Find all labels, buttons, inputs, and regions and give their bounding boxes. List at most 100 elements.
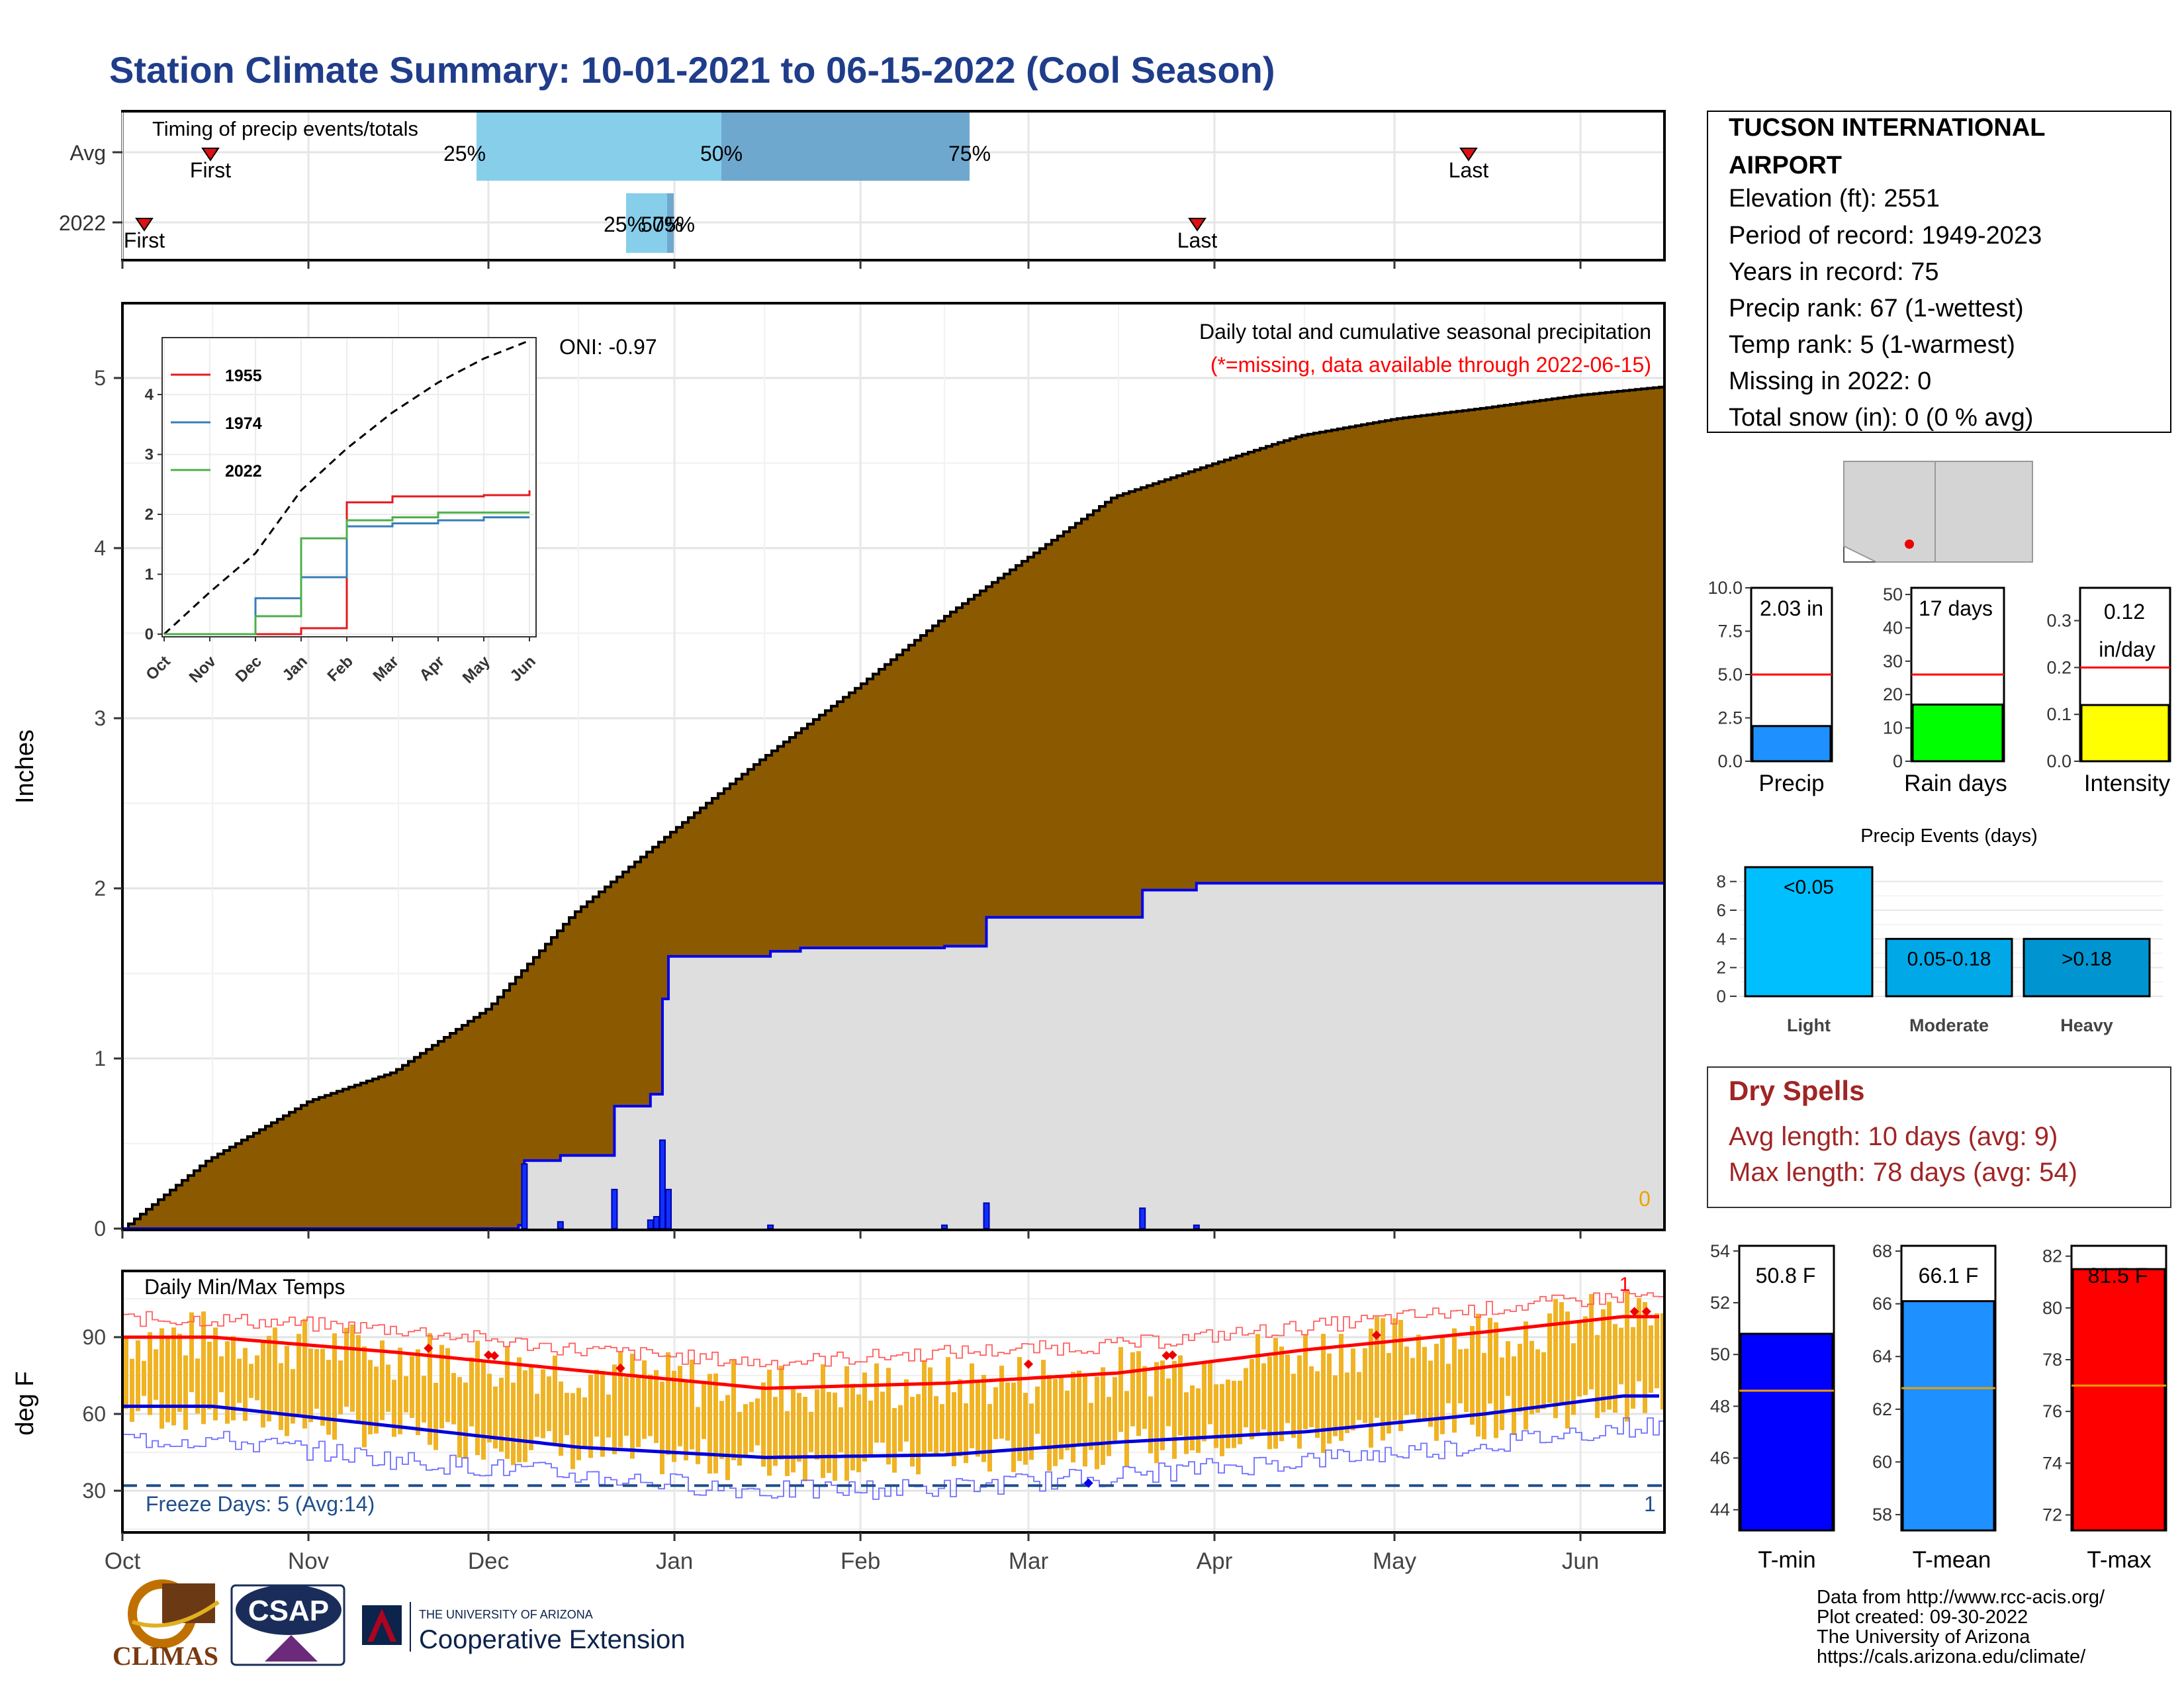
temp-day-bar [1547, 1313, 1552, 1403]
temp-day-bar [1541, 1352, 1546, 1409]
temp-day-bar [1494, 1322, 1498, 1438]
inset-ytick-label: 0 [145, 626, 154, 643]
temp-day-bar [1285, 1354, 1290, 1423]
precip-note1: Daily total and cumulative seasonal prec… [1199, 320, 1651, 344]
timing-avg-50: 50% [700, 142, 743, 165]
temp-day-bar [535, 1393, 539, 1437]
temp-day-bar [886, 1368, 891, 1465]
temp-day-bar [136, 1340, 140, 1411]
precip-mini-value: 2.03 in [1760, 596, 1823, 620]
temp-day-bar [1178, 1355, 1183, 1436]
climas-logo: CLIMAS [113, 1579, 220, 1671]
temp-day-bar [1077, 1370, 1081, 1444]
temp-day-bar [404, 1376, 408, 1413]
temp-day-bar [594, 1370, 599, 1437]
temp-day-bar [386, 1364, 390, 1412]
events-bar-light [1744, 866, 1874, 998]
precip-ytick-label: 2 [94, 876, 106, 900]
temp-day-bar [1619, 1327, 1623, 1385]
temp-day-bar [356, 1335, 361, 1422]
temp-day-bar [1631, 1327, 1635, 1409]
temp-day-bar [1095, 1376, 1099, 1470]
temp-day-bar [797, 1393, 801, 1462]
precip-events-chart: Precip Events (days) <0.05 0.05-0.18 >0.18… [1717, 825, 2164, 1035]
temp-day-bar [296, 1334, 301, 1415]
temp-day-bar [791, 1388, 796, 1473]
temp-day-bar [207, 1341, 212, 1410]
precip-zero-label: 0 [1639, 1187, 1651, 1211]
events-bar-label: 0.05-0.18 [1907, 948, 1991, 970]
temp-day-bar [505, 1346, 510, 1459]
temp-day-bar [707, 1374, 712, 1474]
inset-ytick-label: 2 [145, 506, 154, 524]
temp-day-bar [1625, 1291, 1629, 1422]
temp-day-bar [672, 1370, 676, 1462]
temp-day-bar [904, 1379, 909, 1442]
temp-day-bar [773, 1397, 778, 1466]
events-xlabel: Light [1787, 1015, 1831, 1035]
temp-day-bar [767, 1370, 772, 1476]
ua-big-text: Cooperative Extension [419, 1625, 685, 1654]
temp-day-bar [1529, 1340, 1534, 1415]
csap-logo: CSAP [230, 1584, 345, 1666]
tempbar-ytick-label: 50 [1710, 1344, 1730, 1364]
temp-day-bar [326, 1360, 331, 1435]
raindays-mini-value: 17 days [1919, 596, 1993, 620]
legend-1955: 1955 [225, 367, 262, 385]
temp-ylabel: deg F [11, 1371, 39, 1435]
temp-day-bar [582, 1397, 587, 1449]
temp-day-bar [338, 1360, 343, 1415]
temp-day-bar [1214, 1384, 1218, 1448]
temp-day-bar [422, 1376, 426, 1423]
temp-day-bar [684, 1380, 688, 1461]
year-cumulative-line [122, 882, 1664, 1230]
temp-day-bar [1392, 1318, 1397, 1421]
temp-day-bar [130, 1358, 134, 1422]
temp-day-bar [1458, 1349, 1463, 1403]
timing-row-2022: 2022 [59, 211, 106, 235]
temp-ytick-label: 30 [82, 1479, 106, 1503]
record-high-marker [483, 1350, 494, 1360]
temp-day-bar [570, 1393, 575, 1470]
mini-ytick-label: 0.2 [2046, 657, 2071, 677]
temp-day-bar [189, 1312, 194, 1393]
dry-spells-avg: Avg length: 10 days (avg: 9) [1729, 1122, 2058, 1151]
mini-ytick-label: 20 [1883, 684, 1903, 704]
temp-day-bar [1148, 1396, 1153, 1454]
station-name-line2: AIRPORT [1729, 152, 1842, 179]
temp-day-bar [856, 1394, 861, 1473]
temp-day-bar [660, 1382, 664, 1475]
temp-day-bar [725, 1395, 730, 1480]
temp-day-bar [1357, 1372, 1361, 1421]
temp-day-bar [362, 1346, 367, 1448]
temp-day-bar [1553, 1299, 1558, 1419]
temp-day-bar [1250, 1358, 1254, 1440]
mini-ytick-label: 40 [1883, 618, 1903, 637]
timing-row-avg: Avg [69, 141, 106, 165]
temp-label: Daily Min/Max Temps [144, 1275, 345, 1299]
temp-day-bar [946, 1357, 950, 1456]
temp-day-bar [1035, 1386, 1040, 1434]
temp-day-bar [1184, 1392, 1189, 1454]
temp-ytick-label: 90 [82, 1325, 106, 1349]
intensity-mini-yticks: 0.0 0.1 0.2 0.3 [2046, 611, 2080, 771]
legend-2022: 2022 [225, 462, 262, 481]
intensity-mini-value: 0.12 [2104, 600, 2145, 624]
temp-day-bar [576, 1387, 581, 1460]
temp-day-bar [696, 1407, 700, 1464]
temp-day-bar [165, 1337, 170, 1423]
temp-day-bar [511, 1382, 516, 1466]
intensity-mini-fill [2080, 704, 2170, 763]
daily-precip-bar [767, 1224, 774, 1229]
temp-day-bar [1267, 1356, 1272, 1450]
temp-day-bar [565, 1393, 569, 1436]
daily-precip-bar [1193, 1224, 1200, 1229]
temp-day-bar [815, 1389, 819, 1460]
footer-line4: https://cals.arizona.edu/climate/ [1817, 1646, 2086, 1667]
temp-day-bar [201, 1311, 206, 1425]
events-title: Precip Events (days) [1860, 825, 2038, 847]
temp-day-bar [547, 1376, 551, 1431]
temp-day-bar [1315, 1371, 1320, 1438]
temp-day-bar [1482, 1352, 1486, 1440]
temp-ytick-label: 60 [82, 1402, 106, 1426]
